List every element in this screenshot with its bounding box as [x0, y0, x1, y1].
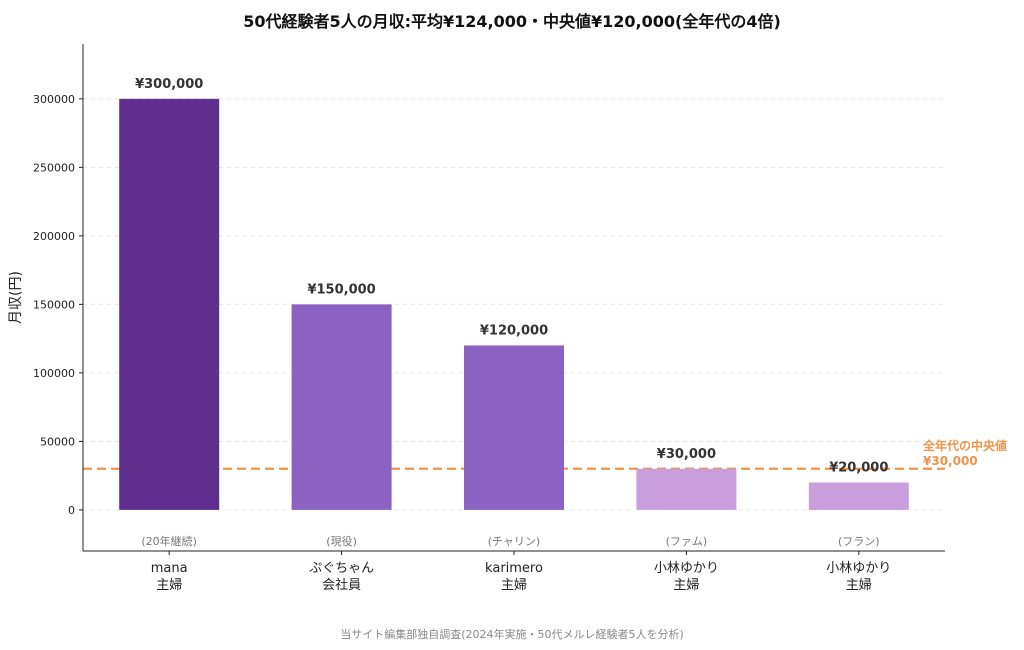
y-tick-label: 300000: [33, 93, 75, 106]
x-tick-label-role: 会社員: [322, 577, 361, 593]
x-tick-label-name: karimero: [485, 561, 543, 576]
x-tick-label-name: mana: [151, 561, 188, 576]
x-tick-label-role: 主婦: [156, 577, 182, 593]
bar-value-label: ¥150,000: [307, 282, 375, 297]
source-note: 当サイト編集部独自調査(2024年実施・50代メルレ経験者5人を分析): [340, 628, 684, 641]
y-tick-label: 150000: [33, 298, 75, 311]
bar: [464, 345, 564, 510]
x-tick-label-role: 主婦: [501, 577, 527, 593]
y-tick-label: 250000: [33, 161, 75, 174]
x-tick-label-role: 主婦: [673, 577, 699, 593]
x-tick-label-name: 小林ゆかり: [654, 561, 719, 576]
bar-value-label: ¥20,000: [829, 460, 888, 475]
labels: ¥300,000(20年継続)mana主婦¥150,000(現役)ぷぐちゃん会社…: [135, 77, 1007, 593]
bar: [119, 98, 220, 510]
x-tick-label-name: 小林ゆかり: [826, 561, 891, 576]
bar: [636, 468, 737, 510]
bar-value-label: ¥30,000: [657, 447, 716, 462]
bar-value-label: ¥120,000: [480, 323, 548, 338]
axes: 0 50000 100000 150000 200000 250000 300000 月収(円…: [8, 44, 945, 555]
bar: [291, 304, 392, 510]
median-value-label: ¥30,000: [923, 454, 978, 468]
bar: [808, 482, 909, 510]
y-tick-label: 200000: [33, 230, 75, 243]
bar-note-label: (現役): [326, 534, 357, 548]
bar-note-label: (フラン): [838, 535, 880, 548]
bars: [119, 98, 909, 510]
y-tick-label: 50000: [40, 435, 75, 448]
bar-value-label: ¥300,000: [135, 77, 203, 92]
bar-note-label: (20年継続): [141, 534, 197, 548]
y-tick-label: 100000: [33, 367, 75, 380]
bar-note-label: (チャリン): [488, 535, 540, 548]
x-tick-label-role: 主婦: [846, 577, 872, 593]
chart-title: 50代経験者5人の月収:平均¥124,000・中央値¥120,000(全年代の4…: [243, 12, 781, 31]
bar-note-label: (ファム): [666, 535, 708, 548]
y-tick-label: 0: [68, 504, 75, 517]
x-tick-label-name: ぷぐちゃん: [309, 561, 374, 576]
median-label: 全年代の中央値: [922, 438, 1007, 453]
y-axis-label: 月収(円): [8, 271, 24, 324]
